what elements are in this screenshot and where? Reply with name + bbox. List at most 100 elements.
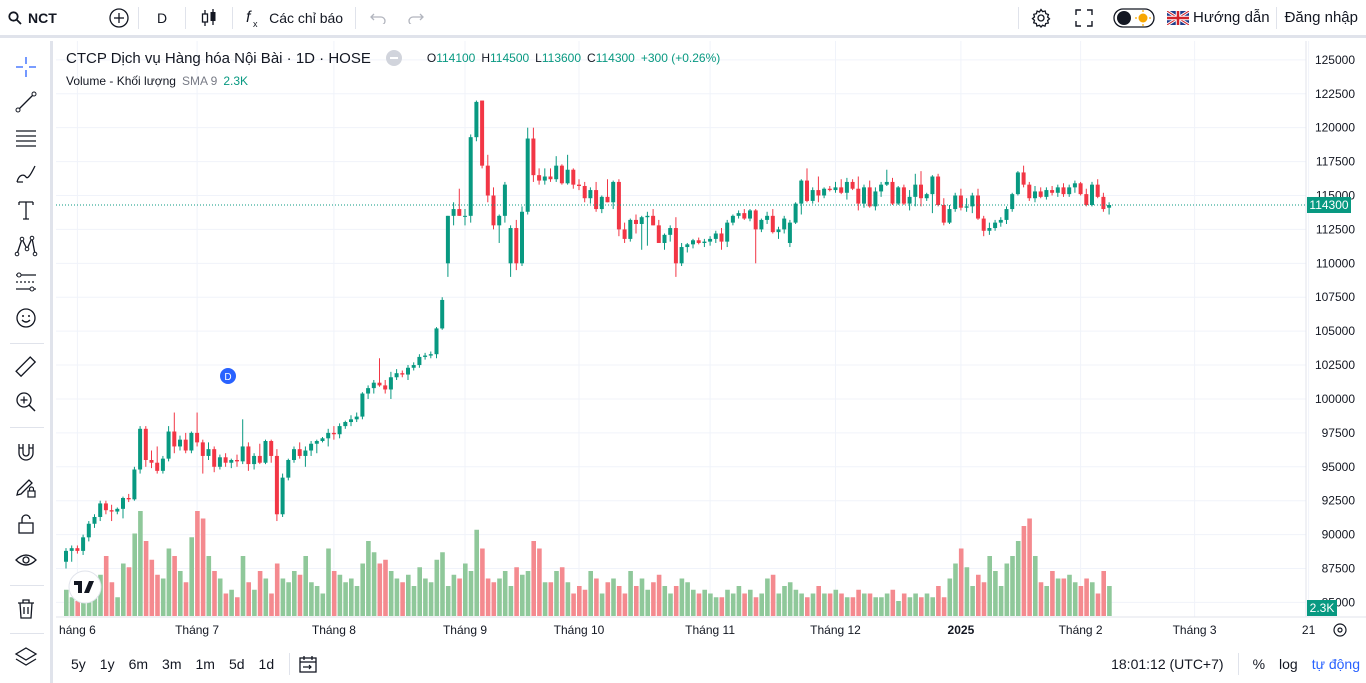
magnet-tool[interactable] [11,437,41,467]
price-tick: 105000 [1315,324,1355,338]
volume-bar [121,563,126,616]
candle-body [331,432,336,435]
dividend-marker[interactable]: D [220,368,236,384]
volume-value: 2.3K [223,74,249,88]
toolbar-divider [10,427,44,428]
volume-bar [240,556,246,616]
volume-bar [719,597,725,616]
price-tick: 95000 [1322,460,1356,474]
legend-collapse-icon[interactable] [385,49,403,67]
interval-button[interactable]: D [139,0,185,37]
volume-bar [337,574,343,616]
auto-scale-toggle[interactable]: tự động [1311,656,1360,672]
brush-tool[interactable] [11,159,41,189]
range-5y[interactable]: 5y [71,656,86,672]
volume-bar [149,559,155,616]
volume-bar [936,586,941,616]
volume-bar [656,574,662,616]
guide-button[interactable]: Hướng dẫn [1163,0,1276,37]
candle-body [497,215,502,226]
volume-bar [354,586,360,616]
candle-body [822,188,827,196]
bottom-right-controls: 18:01:12 (UTC+7) % log tự động [1111,645,1360,683]
volume-bar [1027,518,1032,616]
measure-tool[interactable] [11,352,41,382]
volume-bar [799,593,804,616]
lock-tool[interactable] [11,509,41,539]
candle-body [337,426,342,435]
fib-tool[interactable] [11,123,41,153]
clock-label[interactable]: 18:01:12 (UTC+7) [1111,656,1224,672]
candle-body [1038,191,1043,197]
uk-flag-icon [1167,10,1189,25]
volume-label[interactable]: Volume - Khối lượng [66,74,176,88]
candle-body [713,233,718,239]
volume-bar [611,578,616,616]
volume-bar [958,548,964,616]
candle-body [805,180,809,201]
time-axis[interactable]: háng 6 Tháng 7 Tháng 8 Tháng 9 Tháng 10 Tháng… [59,623,1316,637]
tradingview-logo[interactable] [68,570,102,604]
candle-body [269,441,274,456]
volume-bar [599,593,605,616]
trend-line-tool[interactable] [11,87,41,117]
symbol-title[interactable]: CTCP Dịch vụ Hàng hóa Nội Bài · 1D · HOS… [66,49,371,67]
candle-body [428,354,433,356]
candle-body [1084,194,1089,205]
candle-body [189,432,194,451]
price-axis[interactable]: 1250001225001200001175001150001125001100… [1315,53,1355,610]
range-1m[interactable]: 1m [195,656,215,672]
volume-bar [269,593,274,616]
volume-bar [1090,582,1095,616]
crosshair-tool[interactable] [11,52,41,82]
candle-body [577,184,581,187]
candles-icon [201,8,216,26]
object-tree-tool[interactable] [11,642,41,672]
hide-drawings-tool[interactable] [11,545,41,575]
candle-body [1021,172,1026,185]
candle-body [833,187,838,191]
candle-body [998,219,1003,223]
candle-body [981,218,986,231]
redo-button[interactable] [400,0,432,37]
compare-symbol-button[interactable] [100,0,138,37]
pattern-tool[interactable] [11,231,41,261]
candle-body [149,460,154,463]
volume-bar [303,556,308,616]
undo-button[interactable] [356,0,400,37]
candle-body [844,181,849,193]
theme-toggle[interactable] [1105,0,1163,37]
range-1d[interactable]: 1d [258,656,275,672]
range-1y[interactable]: 1y [99,656,115,672]
goto-date-icon[interactable] [298,654,318,674]
zoom-tool[interactable] [11,387,41,417]
chart-type-button[interactable] [186,0,232,37]
login-button[interactable]: Đăng nhập [1277,0,1366,37]
log-toggle[interactable]: log [1279,656,1298,672]
emoji-tool[interactable] [11,303,41,333]
volume-bar [126,567,132,616]
candle-body [121,497,125,509]
range-3m[interactable]: 3m [162,656,182,672]
prediction-tool[interactable] [11,267,41,297]
candle-body [286,460,291,478]
candle-body [297,449,302,456]
candle-body [776,229,781,233]
volume-bar [195,511,200,616]
fullscreen-button[interactable] [1063,0,1105,37]
time-axis-settings-button[interactable] [1333,623,1347,637]
text-tool[interactable] [11,195,41,225]
symbol-search-button[interactable]: NCT [0,0,100,37]
settings-button[interactable] [1019,0,1063,37]
percent-toggle[interactable]: % [1252,656,1266,672]
volume-bars [64,511,1112,616]
range-5d[interactable]: 5d [228,656,245,672]
price-chart[interactable]: 1250001225001200001175001150001125001100… [56,41,1366,642]
candle-body [708,238,713,242]
remove-drawings-tool[interactable] [11,594,41,624]
volume-bar [742,593,747,616]
volume-bar [639,578,645,616]
lock-drawings-tool[interactable] [11,473,41,503]
range-6m[interactable]: 6m [128,656,149,672]
